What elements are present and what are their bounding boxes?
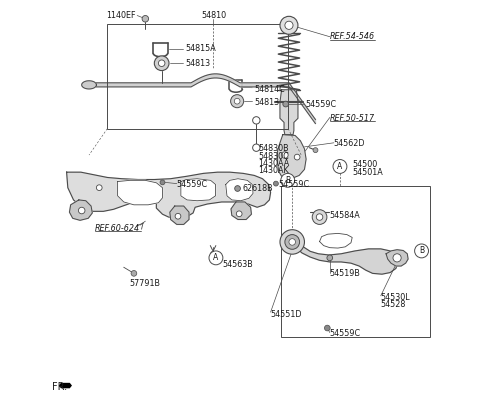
Polygon shape [70, 200, 92, 220]
Polygon shape [226, 179, 253, 201]
Text: 54501A: 54501A [352, 168, 383, 177]
Text: 54830B: 54830B [258, 144, 289, 153]
Circle shape [289, 239, 296, 245]
Circle shape [211, 251, 216, 256]
Polygon shape [170, 206, 189, 224]
Circle shape [252, 144, 260, 151]
Circle shape [415, 244, 429, 258]
Polygon shape [280, 90, 298, 135]
Circle shape [175, 213, 181, 219]
Text: 54551D: 54551D [271, 310, 302, 319]
Polygon shape [118, 180, 162, 205]
Circle shape [234, 98, 240, 104]
Text: 54815A: 54815A [185, 44, 216, 53]
Circle shape [327, 255, 333, 261]
Circle shape [160, 180, 165, 185]
Polygon shape [277, 135, 306, 179]
Circle shape [393, 254, 401, 262]
Circle shape [312, 210, 327, 224]
Text: 54830C: 54830C [258, 152, 289, 161]
Circle shape [252, 117, 260, 124]
Circle shape [280, 230, 304, 254]
Circle shape [274, 181, 278, 186]
Text: REF.50-517: REF.50-517 [330, 114, 375, 123]
Polygon shape [96, 74, 289, 87]
Circle shape [131, 271, 137, 276]
Text: 62618B: 62618B [242, 184, 273, 193]
Circle shape [142, 16, 149, 22]
Circle shape [78, 207, 85, 214]
Polygon shape [231, 202, 252, 220]
Circle shape [281, 173, 295, 187]
Polygon shape [181, 179, 216, 201]
Circle shape [283, 101, 288, 107]
Polygon shape [386, 250, 408, 266]
Text: 54584A: 54584A [330, 211, 360, 220]
Polygon shape [82, 81, 96, 89]
Bar [281, 186, 430, 337]
Text: 54814C: 54814C [254, 85, 285, 94]
Text: 54810: 54810 [201, 11, 226, 20]
Circle shape [230, 95, 244, 108]
Polygon shape [320, 233, 352, 248]
Circle shape [294, 154, 300, 160]
Circle shape [96, 185, 102, 191]
Text: 57791B: 57791B [130, 279, 161, 288]
Bar [108, 24, 288, 129]
Circle shape [236, 211, 242, 217]
Circle shape [158, 60, 165, 67]
Text: A: A [337, 162, 343, 171]
Circle shape [316, 214, 323, 220]
Circle shape [155, 56, 169, 71]
Text: B: B [419, 246, 424, 255]
Text: 1430AA: 1430AA [258, 159, 289, 168]
Text: 54500: 54500 [352, 160, 377, 169]
Text: 54563B: 54563B [223, 260, 253, 269]
Text: 1140EF: 1140EF [107, 11, 136, 20]
Polygon shape [289, 83, 315, 124]
Circle shape [235, 186, 240, 191]
Polygon shape [291, 237, 398, 274]
Text: FR.: FR. [51, 382, 67, 392]
Text: 54559C: 54559C [177, 180, 208, 189]
Text: 54528: 54528 [381, 300, 406, 309]
Text: 54559C: 54559C [305, 100, 336, 109]
Text: 54519B: 54519B [330, 269, 360, 278]
Circle shape [285, 235, 300, 249]
Text: A: A [213, 253, 218, 262]
Text: REF.54-546: REF.54-546 [330, 32, 375, 41]
Circle shape [313, 148, 318, 153]
Text: 54813: 54813 [254, 98, 279, 107]
Text: 54562D: 54562D [334, 139, 365, 148]
Text: REF.60-624: REF.60-624 [95, 224, 140, 233]
Circle shape [280, 16, 298, 34]
Text: B: B [285, 176, 290, 185]
Circle shape [282, 152, 288, 158]
Circle shape [209, 251, 223, 265]
Polygon shape [67, 172, 271, 218]
Circle shape [285, 21, 293, 29]
Text: 1430AK: 1430AK [258, 166, 289, 175]
Circle shape [333, 160, 347, 173]
Text: 54559C: 54559C [279, 180, 310, 188]
Circle shape [324, 325, 330, 331]
Polygon shape [60, 384, 71, 388]
Text: 54530L: 54530L [381, 293, 410, 302]
Text: 54559C: 54559C [330, 329, 361, 338]
Text: 54813: 54813 [185, 59, 210, 68]
